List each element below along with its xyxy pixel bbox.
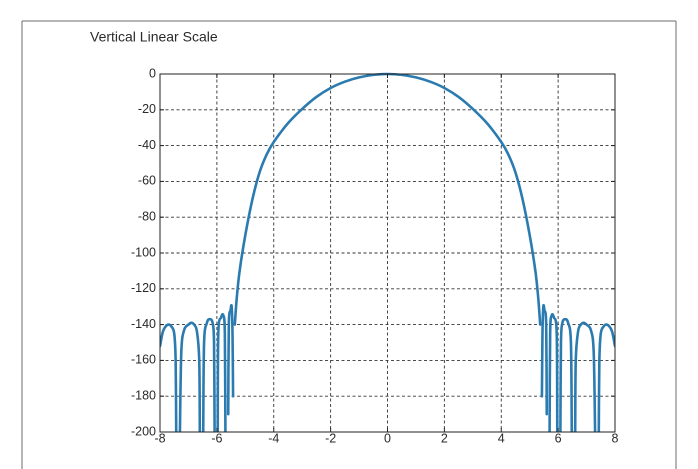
x-tick-label: -6 bbox=[211, 431, 222, 445]
x-tick-label: 4 bbox=[498, 431, 505, 445]
y-tick-label: -100 bbox=[131, 245, 156, 259]
series-line-segment bbox=[201, 317, 216, 432]
y-tick-label: 0 bbox=[149, 66, 156, 80]
series-line-segment bbox=[559, 317, 574, 432]
series-line-segment bbox=[178, 321, 202, 432]
x-axis-tick-labels: -8 -6 -4 -2 0 2 4 6 8 bbox=[154, 431, 618, 445]
tick-marks bbox=[159, 73, 616, 433]
series-line-segment bbox=[540, 303, 549, 416]
y-tick-label: -120 bbox=[131, 281, 156, 295]
y-tick-label: -160 bbox=[131, 353, 156, 367]
y-tick-label: -200 bbox=[131, 424, 156, 438]
series-line-segment bbox=[548, 312, 559, 432]
x-tick-label: 0 bbox=[384, 431, 391, 445]
x-tick-label: 8 bbox=[612, 431, 619, 445]
series-line-segment bbox=[597, 323, 615, 432]
x-tick-label: 2 bbox=[441, 431, 448, 445]
y-tick-label: -180 bbox=[131, 388, 156, 402]
y-tick-label: -20 bbox=[138, 102, 156, 116]
series-line-segment bbox=[573, 321, 597, 432]
y-tick-label: -40 bbox=[138, 138, 156, 152]
chart-title: Vertical Linear Scale bbox=[90, 29, 218, 45]
x-tick-label: -8 bbox=[154, 431, 165, 445]
series-line-segment bbox=[160, 323, 178, 432]
grid-lines bbox=[160, 74, 615, 432]
y-tick-label: -140 bbox=[131, 317, 156, 331]
x-tick-label: 6 bbox=[555, 431, 562, 445]
series-line-segment bbox=[216, 312, 227, 432]
x-tick-label: -4 bbox=[268, 431, 279, 445]
series-line-segment bbox=[226, 303, 235, 416]
y-tick-label: -80 bbox=[138, 209, 156, 223]
y-axis-tick-labels: 0 -20 -40 -60 -80 -100 -120 -140 -160 -180 -200 bbox=[131, 66, 156, 438]
x-tick-label: -2 bbox=[325, 431, 336, 445]
figure-frame bbox=[21, 20, 677, 469]
y-tick-label: -60 bbox=[138, 174, 156, 188]
series-line-segment bbox=[233, 72, 542, 326]
